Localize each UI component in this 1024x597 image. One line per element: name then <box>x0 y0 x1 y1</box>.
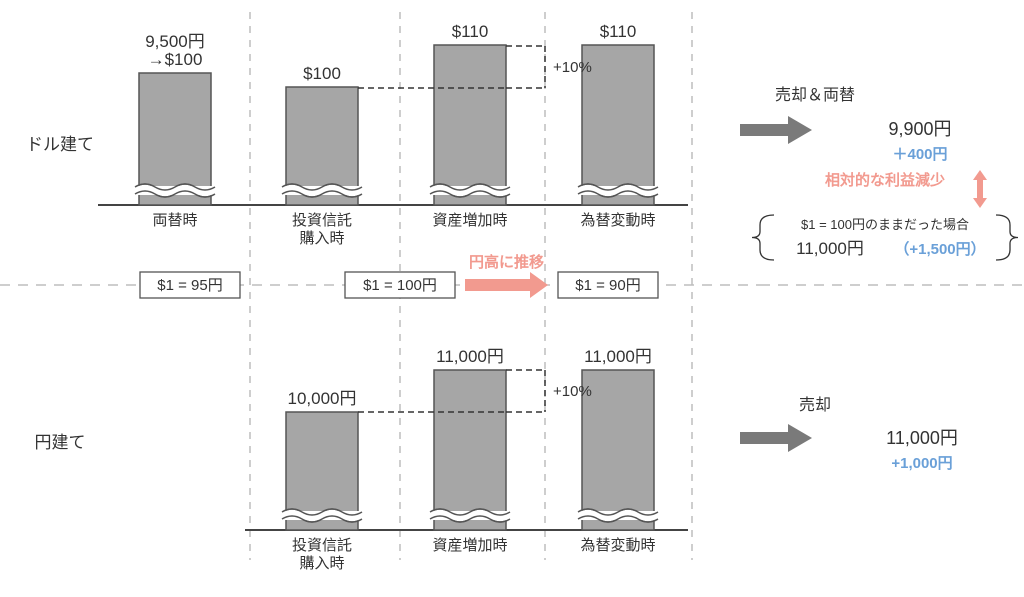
rt-delta: ＋400円 <box>892 146 947 163</box>
rt-value: 9,900円 <box>888 119 951 139</box>
top-val-3-0: $110 <box>600 22 637 41</box>
top-cat-0-0: 両替時 <box>152 212 197 229</box>
rt-pink-double-arrow-icon <box>973 170 987 208</box>
rate-text-1: $1 = 100円 <box>363 277 437 294</box>
top-bar-3 <box>582 45 654 205</box>
bot-cat-2-0: 為替変動時 <box>580 537 655 554</box>
top-val-1-0: $100 <box>303 64 341 83</box>
top-cat-3-0: 為替変動時 <box>580 212 655 229</box>
rb-title: 売却 <box>799 396 831 414</box>
top-bar-2 <box>434 45 506 205</box>
bot-bar-1 <box>434 370 506 530</box>
pct-label-1: +10% <box>553 383 592 400</box>
pink-arrow-label: 円高に推移 <box>469 253 544 271</box>
pct-label-0: +10% <box>553 59 592 76</box>
rate-text-0: $1 = 95円 <box>157 277 222 294</box>
rb-delta: +1,000円 <box>891 455 952 472</box>
rt-bracket-l2b: （+1,500円） <box>894 240 985 258</box>
bot-val-1-0: 11,000円 <box>436 347 504 366</box>
bot-bar-2 <box>582 370 654 530</box>
top-val-0-0: 9,500円 <box>145 32 205 51</box>
bot-val-0-0: 10,000円 <box>288 389 357 408</box>
rate-text-2: $1 = 90円 <box>575 277 640 294</box>
top-cat-1-0: 投資信託 <box>292 212 352 229</box>
bot-cat-1-0: 資産増加時 <box>432 537 507 554</box>
rt-title: 売却＆両替 <box>775 86 855 104</box>
bot-val-2-0: 11,000円 <box>584 347 652 366</box>
row-label-bot: 円建て <box>35 433 86 452</box>
rb-arrow-icon <box>740 424 812 452</box>
rt-bracket-left <box>752 215 774 260</box>
top-cat-1-1: 購入時 <box>299 230 344 247</box>
rt-bracket-l1: $1 = 100円のままだった場合 <box>801 217 969 232</box>
rt-bracket-right <box>996 215 1018 260</box>
bot-cat-0-0: 投資信託 <box>292 537 352 554</box>
rt-pink-note: 相対的な利益減少 <box>825 171 945 189</box>
rb-value: 11,000円 <box>886 428 958 448</box>
top-val-2-0: $110 <box>452 22 489 41</box>
row-label-top: ドル建て <box>26 135 94 154</box>
top-val-0-1: →$100 <box>148 50 203 69</box>
rt-arrow-icon <box>740 116 812 144</box>
pink-arrow-icon <box>465 272 548 298</box>
rt-bracket-l2a: 11,000円 <box>796 239 864 258</box>
top-cat-2-0: 資産増加時 <box>432 212 507 229</box>
bot-cat-0-1: 購入時 <box>299 555 344 572</box>
